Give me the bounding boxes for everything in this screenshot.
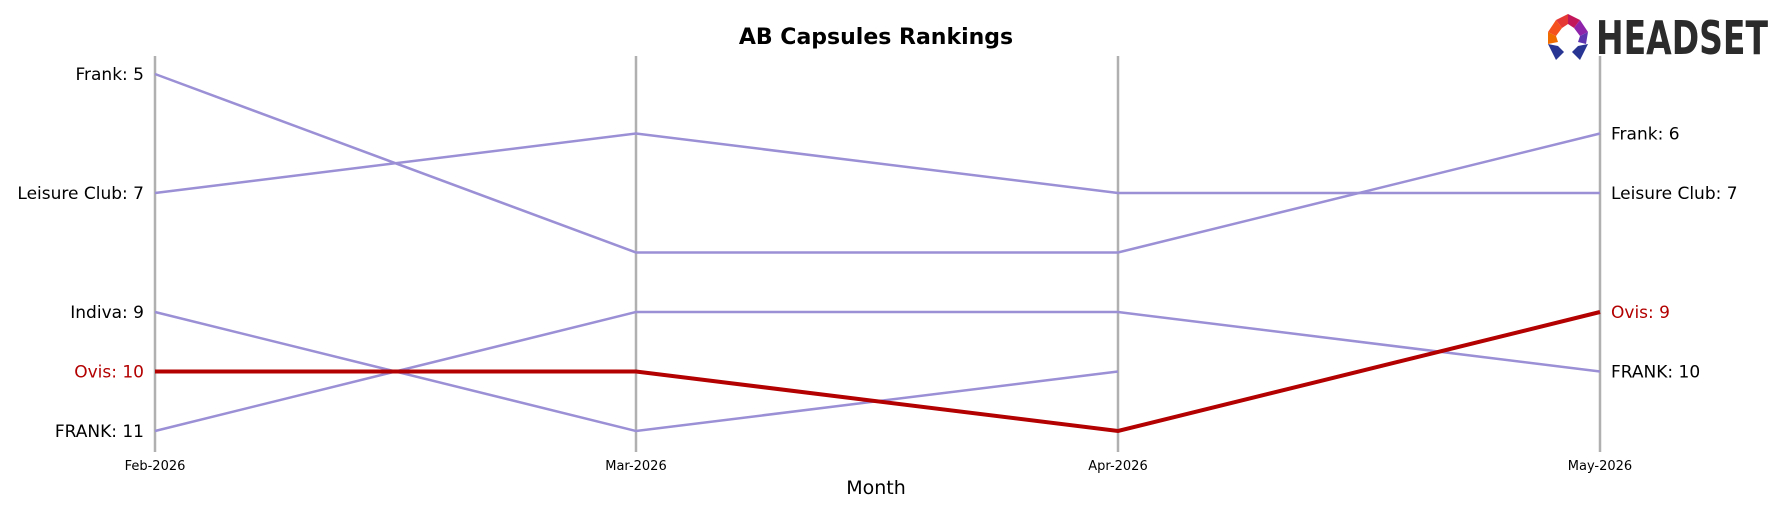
- x-tick-labels: Feb-2026 Mar-2026 Apr-2026 May-2026: [125, 459, 1633, 474]
- x-tick-label: Apr-2026: [1088, 459, 1147, 474]
- logo-text: HEADSET: [1596, 11, 1768, 65]
- right-label: Ovis: 9: [1611, 303, 1670, 323]
- right-label: FRANK: 10: [1611, 363, 1700, 383]
- left-label: Indiva: 9: [70, 303, 144, 323]
- series-line-indiva: [154, 310, 1119, 433]
- right-label: Leisure Club: 7: [1611, 184, 1738, 204]
- left-label: Leisure Club: 7: [17, 184, 144, 204]
- x-axis-label: Month: [846, 477, 906, 499]
- series-lines: [154, 72, 1601, 434]
- left-labels: Frank: 5 Leisure Club: 7 Indiva: 9 Ovis: 10…: [17, 65, 144, 442]
- right-label: Frank: 6: [1611, 125, 1680, 145]
- x-tick-label: Feb-2026: [125, 459, 186, 474]
- chart-title: AB Capsules Rankings: [739, 25, 1013, 50]
- left-label: FRANK: 11: [55, 422, 144, 442]
- x-tick-label: May-2026: [1568, 459, 1632, 474]
- gridlines: [153, 56, 1602, 452]
- headset-logo-icon: [1548, 14, 1588, 60]
- right-labels: Frank: 6 Leisure Club: 7 Ovis: 9 FRANK: 10: [1611, 125, 1738, 383]
- left-label: Ovis: 10: [74, 363, 144, 383]
- headset-logo: HEADSET: [1548, 11, 1768, 65]
- series-line-leisure-club: [154, 132, 1600, 195]
- left-label: Frank: 5: [75, 65, 144, 85]
- x-tick-label: Mar-2026: [605, 459, 666, 474]
- series-line-ovis: [155, 310, 1601, 434]
